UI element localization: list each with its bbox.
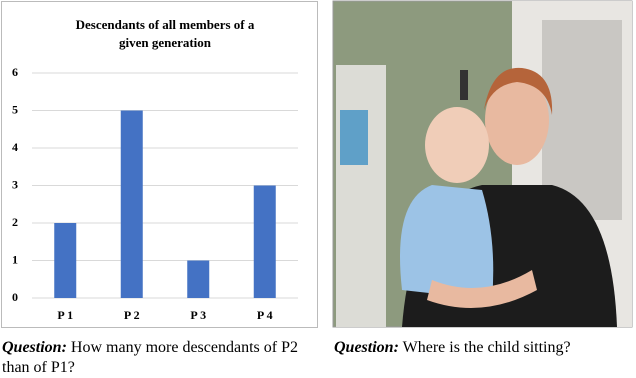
bar [120,110,143,298]
woman-hair [484,67,553,115]
caption: Question: Where is the child sitting? [334,338,634,358]
chart-title: Descendants of all members of a given ge… [75,17,255,50]
poster [340,110,368,165]
woman-face [485,75,549,165]
bar [187,260,210,298]
y-tick-label: 5 [12,102,18,116]
woman-arm [427,270,537,308]
x-tick-label: P 1 [57,308,73,322]
x-tick-label: P 4 [257,308,273,322]
x-tick-label: P 2 [124,308,140,322]
baby-head [425,107,489,183]
photo [332,0,633,328]
bar [253,185,276,298]
baby-body [400,185,494,300]
caption-label: Question: [2,339,67,356]
x-tick-label: P 3 [190,308,206,322]
y-tick-label: 6 [12,65,18,79]
y-tick-label: 1 [12,252,18,266]
fridge [336,65,386,327]
caption: Question: How many more descendants of P… [2,338,312,378]
phone [460,70,468,100]
caption-text: How many more descendants of P2 than of … [2,339,298,376]
y-tick-label: 2 [12,215,18,229]
y-tick-label: 3 [12,177,18,191]
bar [54,223,77,298]
y-tick-label: 0 [12,290,18,304]
y-tick-label: 4 [12,140,18,154]
chart: 0 1 2 3 4 5 6 P 1 P 2 P 3 P 4 [1,1,318,328]
caption-text: Where is the child sitting? [402,339,571,356]
caption-label: Question: [334,339,399,356]
